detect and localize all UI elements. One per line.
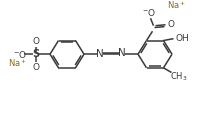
Text: O: O [33,37,39,46]
Text: Na$^+$: Na$^+$ [167,0,186,11]
Text: $^{-}$O: $^{-}$O [142,7,156,18]
Text: $^{-}$O: $^{-}$O [13,49,27,60]
Text: OH: OH [176,34,189,43]
Text: N: N [96,49,104,59]
Text: O: O [168,20,175,29]
Text: S: S [32,49,39,59]
Text: Na$^+$: Na$^+$ [8,58,28,69]
Text: O: O [33,63,39,72]
Text: CH$_3$: CH$_3$ [170,71,187,83]
Text: N: N [118,48,126,58]
